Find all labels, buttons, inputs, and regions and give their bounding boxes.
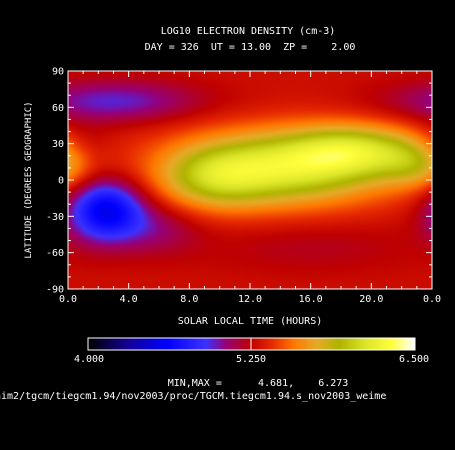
x-tick-label: 20.0 [359, 294, 383, 305]
colorbar-max-label: 6.500 [399, 354, 429, 365]
y-tick-label: -30 [46, 212, 64, 223]
y-tick-label: 30 [52, 139, 64, 150]
y-tick-label: 0 [58, 176, 64, 187]
y-tick-label: 60 [52, 103, 64, 114]
y-axis-label: LATITUDE (DEGREES GEOGRAPHIC) [24, 101, 34, 258]
density-heatmap [68, 71, 432, 289]
x-tick-label: 0.0 [423, 294, 441, 305]
x-tick-label: 16.0 [299, 294, 323, 305]
x-tick-label: 8.0 [180, 294, 198, 305]
colorbar [87, 337, 416, 351]
plot-area [67, 70, 433, 290]
x-tick-label: 12.0 [238, 294, 262, 305]
minmax-text: MIN,MAX = 4.681, 6.273 [168, 378, 349, 389]
x-tick-label: 4.0 [120, 294, 138, 305]
axis-ticks: 0.0 4.0 8.0 12.0 16.0 20.0 0.0 90 60 30 0 -30 -60 -90 [46, 67, 441, 306]
colorbar-mid-label: 5.250 [236, 354, 266, 365]
y-tick-label: -60 [46, 248, 64, 259]
chart-subtitle: DAY = 326 UT = 13.00 ZP = 2.00 [145, 42, 356, 53]
x-tick-label: 0.0 [59, 294, 77, 305]
y-tick-label: -90 [46, 285, 64, 296]
chart-title: LOG10 ELECTRON DENSITY (cm-3) [161, 26, 336, 37]
y-tick-label: 90 [52, 67, 64, 78]
file-path-text: aim2/tgcm/tiegcm1.94/nov2003/proc/TGCM.t… [0, 391, 386, 402]
x-axis-label: SOLAR LOCAL TIME (HOURS) [178, 316, 323, 327]
colorbar-min-label: 4.000 [74, 354, 104, 365]
